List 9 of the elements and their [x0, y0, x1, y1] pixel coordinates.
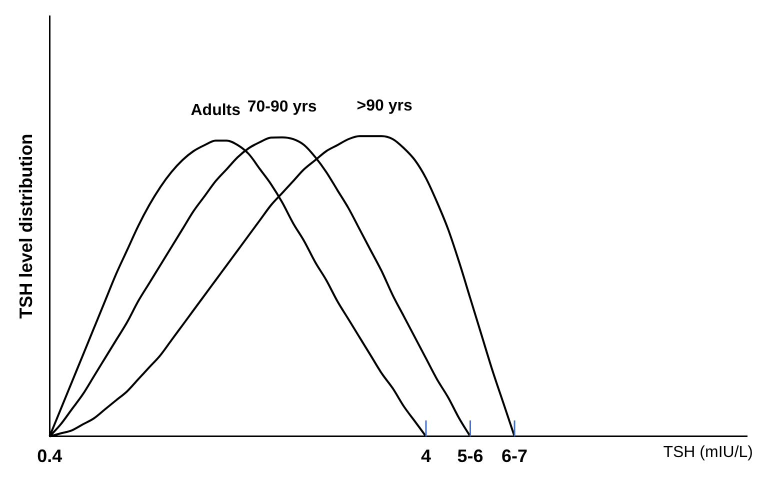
series-label: 70-90 yrs: [247, 98, 317, 116]
series-label: Adults: [190, 102, 241, 120]
x-tick-label: 0.4: [37, 446, 62, 466]
x-tick-label: 5-6: [457, 446, 484, 466]
x-tick-label: 4: [420, 446, 431, 466]
x-tick-label: 6-7: [502, 446, 528, 466]
y-axis-title: TSH level distribution: [16, 134, 36, 319]
series-label: >90 yrs: [356, 98, 412, 115]
x-axis-title: TSH (mIU/L): [663, 444, 753, 461]
